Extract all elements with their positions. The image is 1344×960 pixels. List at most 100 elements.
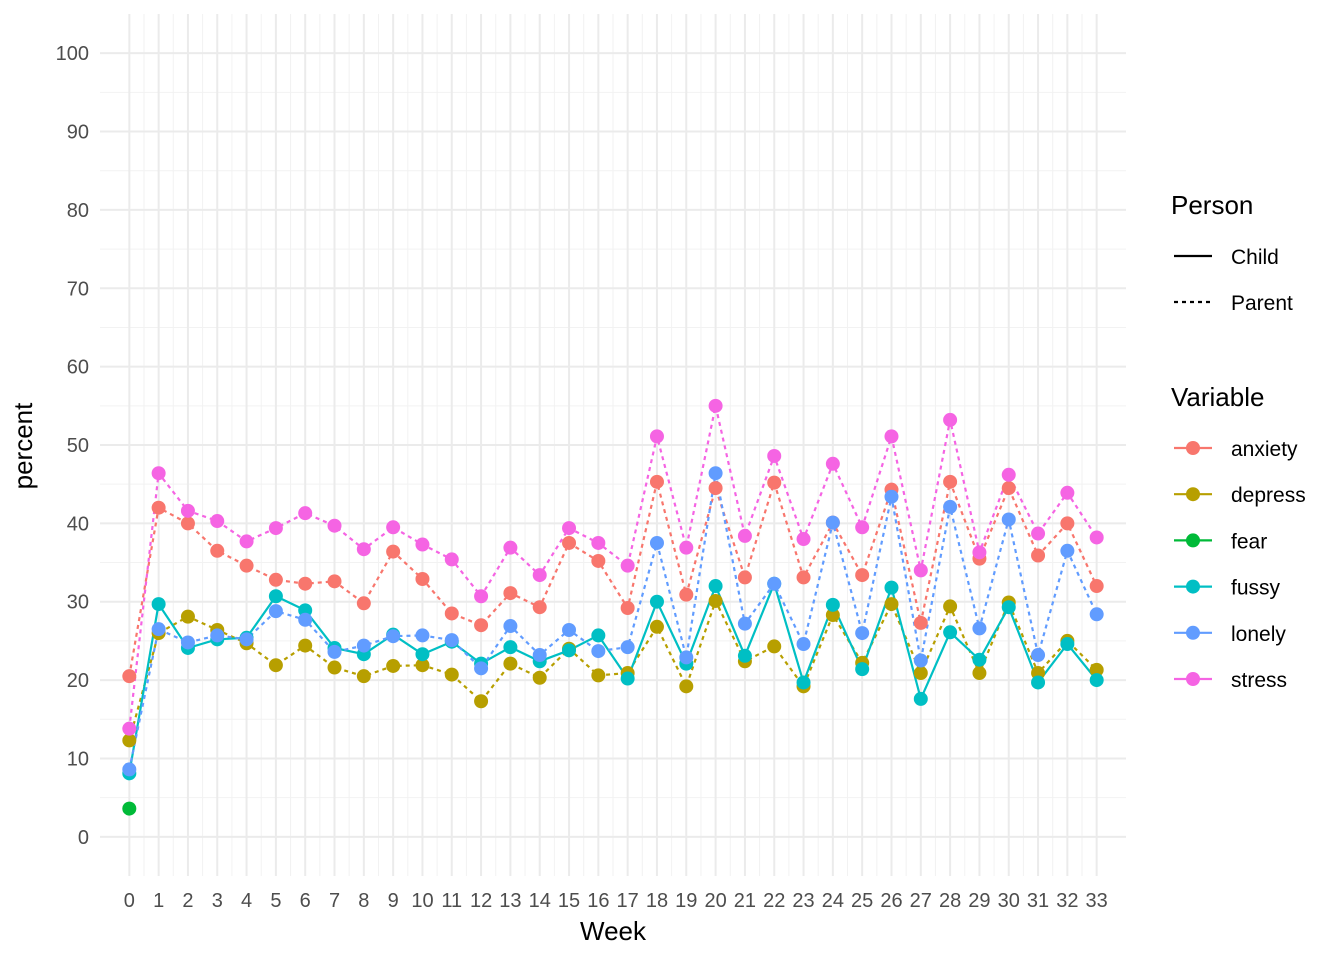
data-point-stress [943,412,958,427]
data-point-lonely [532,648,547,663]
data-point-stress [386,520,401,535]
data-point-stress [444,552,459,567]
data-point-lonely [679,650,694,665]
data-point-stress [474,589,489,604]
data-point-depress [474,694,489,709]
x-tick-label: 17 [617,890,639,912]
x-tick-label: 3 [212,890,223,912]
data-point-stress [298,506,313,521]
legend: Person Child Parent Variable anxiety depress f… [1171,190,1306,692]
data-point-anxiety [298,576,313,591]
data-point-anxiety [679,587,694,602]
series-line-lonely [128,472,1098,770]
x-tick-label: 22 [763,890,785,912]
x-tick-label: 28 [939,890,961,912]
data-point-lonely [913,653,928,668]
x-tick-label: 20 [704,890,726,912]
x-axis-title: Week [580,916,647,946]
data-point-lonely [855,626,870,641]
data-point-depress [884,597,899,612]
data-point-anxiety [474,618,489,633]
y-tick-label: 90 [67,122,89,144]
data-point-depress [825,608,840,623]
data-point-lonely [327,644,342,659]
data-point-anxiety [737,570,752,585]
data-point-lonely [210,628,225,643]
y-tick-label: 60 [67,357,89,379]
data-point-fussy [708,579,723,594]
data-point-fussy [1031,675,1046,690]
data-point-stress [562,521,577,536]
data-point-lonely [268,604,283,619]
data-point-fussy [825,597,840,612]
data-point-depress [708,593,723,608]
data-point-depress [268,658,283,673]
data-point-stress [356,542,371,557]
legend-title-variable: Variable [1171,382,1264,412]
y-tick-label: 100 [56,43,89,65]
data-point-stress [210,514,225,529]
data-point-stress [737,528,752,543]
legend-label-fussy: fussy [1231,577,1281,600]
data-point-lonely [444,633,459,648]
axis-ticks: 0 1 2 3 4 5 6 7 8 9 10 11 12 13 14 15 16 17 18 19 20 21 22 23 24… [56,43,1108,912]
data-point-fussy [268,589,283,604]
data-point-lonely [708,466,723,481]
data-point-depress [444,667,459,682]
series-lines [128,404,1098,774]
data-point-depress [767,639,782,654]
data-point-anxiety [943,474,958,489]
x-tick-label: 4 [241,890,252,912]
y-tick-label: 80 [67,200,89,222]
x-tick-label: 14 [529,890,551,912]
legend-key-point-depress [1186,487,1200,502]
data-point-stress [239,534,254,549]
data-point-stress [415,537,430,552]
data-point-stress [620,558,635,573]
x-tick-label: 8 [358,890,369,912]
data-point-anxiety [210,543,225,558]
data-point-stress [855,520,870,535]
data-point-anxiety [444,606,459,621]
data-point-fussy [562,643,577,658]
x-tick-label: 16 [587,890,609,912]
data-point-fussy [796,675,811,690]
data-point-fussy [415,647,430,662]
data-point-depress [386,658,401,673]
legend-label-stress: stress [1231,669,1287,692]
data-point-lonely [796,637,811,652]
data-point-stress [884,429,899,444]
x-tick-label: 12 [470,890,492,912]
data-point-depress [503,656,518,671]
data-point-fussy [1060,637,1075,652]
data-point-anxiety [1089,579,1104,594]
data-point-fussy [943,625,958,640]
data-point-anxiety [239,558,254,573]
data-point-depress [649,619,664,634]
data-point-anxiety [1031,548,1046,563]
data-point-stress [679,540,694,555]
x-tick-label: 23 [792,890,814,912]
data-point-stress [913,563,928,578]
x-tick-label: 10 [411,890,433,912]
data-point-fussy [913,691,928,706]
legend-label-fear: fear [1231,530,1267,553]
x-tick-label: 9 [388,890,399,912]
data-point-depress [415,658,430,673]
data-point-lonely [562,622,577,637]
data-point-fussy [591,628,606,643]
data-point-stress [767,448,782,463]
data-point-anxiety [503,586,518,601]
data-point-depress [356,669,371,684]
data-point-stress [1031,526,1046,541]
data-point-lonely [180,635,195,650]
data-point-stress [503,540,518,555]
legend-title-person: Person [1171,190,1253,220]
data-point-anxiety [591,553,606,568]
x-tick-label: 32 [1056,890,1078,912]
data-point-depress [591,668,606,683]
data-point-depress [532,670,547,685]
data-point-stress [532,568,547,583]
x-tick-label: 33 [1086,890,1108,912]
